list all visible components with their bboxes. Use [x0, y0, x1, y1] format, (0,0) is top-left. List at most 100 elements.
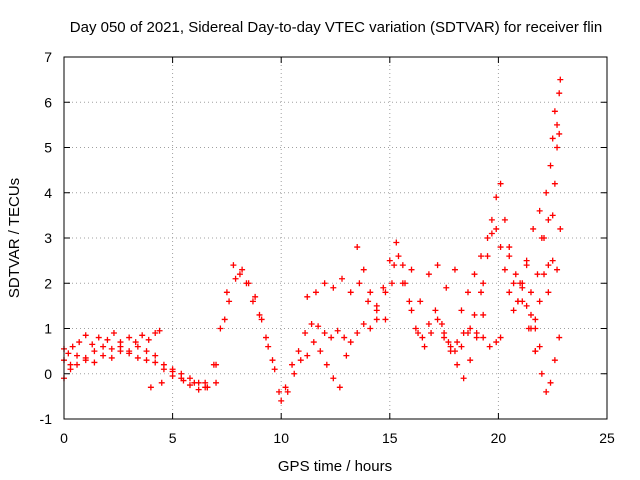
data-point: [360, 320, 367, 327]
data-point: [223, 289, 230, 296]
data-point: [467, 325, 474, 332]
data-point: [471, 271, 478, 278]
data-point: [545, 216, 552, 223]
data-point: [82, 357, 89, 364]
y-tick-label: -1: [40, 411, 53, 427]
data-point: [295, 348, 302, 355]
y-tick-label: 0: [44, 366, 52, 382]
data-point: [291, 370, 298, 377]
x-tick-label: 15: [382, 430, 398, 446]
data-point: [76, 339, 83, 346]
data-point: [328, 334, 335, 341]
data-point: [432, 307, 439, 314]
data-point: [532, 325, 539, 332]
data-point: [323, 361, 330, 368]
data-point: [393, 239, 400, 246]
data-point: [388, 280, 395, 287]
data-point: [143, 348, 150, 355]
data-point: [415, 330, 422, 337]
data-point: [284, 388, 291, 395]
data-point: [258, 316, 265, 323]
data-point: [256, 311, 263, 318]
data-point: [354, 330, 361, 337]
data-point: [501, 216, 508, 223]
data-point: [538, 235, 545, 241]
data-point: [278, 397, 285, 404]
data-point: [532, 348, 539, 355]
data-point: [506, 289, 513, 296]
data-point: [395, 253, 402, 260]
data-point: [478, 253, 485, 260]
x-tick-label: 20: [491, 430, 507, 446]
data-point: [282, 384, 289, 391]
data-point: [269, 357, 276, 364]
data-point: [169, 373, 176, 380]
data-point: [447, 343, 454, 350]
data-point: [210, 361, 217, 368]
data-point: [471, 311, 478, 318]
data-point: [412, 325, 419, 332]
data-point: [464, 289, 471, 296]
data-point: [341, 334, 348, 341]
data-point: [480, 280, 487, 287]
data-point: [549, 212, 556, 219]
data-point: [493, 339, 500, 346]
data-points: [61, 76, 564, 404]
data-point: [252, 293, 259, 300]
data-point: [249, 298, 256, 305]
data-point: [276, 388, 283, 395]
data-point: [488, 216, 495, 223]
data-point: [360, 266, 367, 273]
data-point: [497, 180, 504, 187]
data-point: [147, 384, 154, 391]
data-point: [536, 343, 543, 350]
data-point: [271, 366, 278, 373]
y-tick-label: 3: [44, 230, 52, 246]
data-point: [262, 334, 269, 341]
data-point: [486, 343, 493, 350]
data-point: [69, 343, 76, 350]
data-point: [239, 266, 246, 273]
data-point: [82, 332, 89, 339]
x-axis-label: GPS time / hours: [278, 458, 392, 475]
data-point: [556, 90, 563, 97]
data-point: [382, 289, 389, 296]
data-point: [310, 339, 317, 346]
data-point: [232, 275, 239, 282]
data-point: [530, 225, 537, 232]
data-point: [543, 189, 550, 196]
data-point: [460, 330, 467, 337]
data-point: [527, 289, 534, 296]
data-point: [312, 289, 319, 296]
data-point: [419, 334, 426, 341]
data-point: [297, 357, 304, 364]
data-point: [556, 130, 563, 137]
data-point: [536, 298, 543, 305]
data-point: [536, 207, 543, 214]
data-point: [347, 289, 354, 296]
data-point: [367, 289, 374, 296]
y-axis-ticks: -1 0 1 2 3 4 5 6 7: [40, 49, 607, 427]
data-point: [236, 271, 243, 278]
data-point: [380, 284, 387, 291]
data-point: [532, 316, 539, 323]
data-point: [527, 311, 534, 318]
data-point: [347, 339, 354, 346]
data-point: [519, 298, 526, 305]
data-point: [245, 280, 252, 287]
data-point: [523, 257, 530, 264]
data-point: [152, 330, 159, 337]
data-point: [134, 343, 141, 350]
data-point: [65, 350, 72, 357]
y-axis-label: SDTVAR / TECUs: [6, 178, 23, 298]
data-point: [152, 359, 159, 366]
data-point: [402, 280, 409, 287]
data-point: [443, 284, 450, 291]
data-point: [478, 289, 485, 296]
data-point: [554, 266, 561, 273]
data-point: [330, 375, 337, 382]
data-point: [534, 271, 541, 278]
data-point: [289, 361, 296, 368]
data-point: [191, 379, 198, 386]
